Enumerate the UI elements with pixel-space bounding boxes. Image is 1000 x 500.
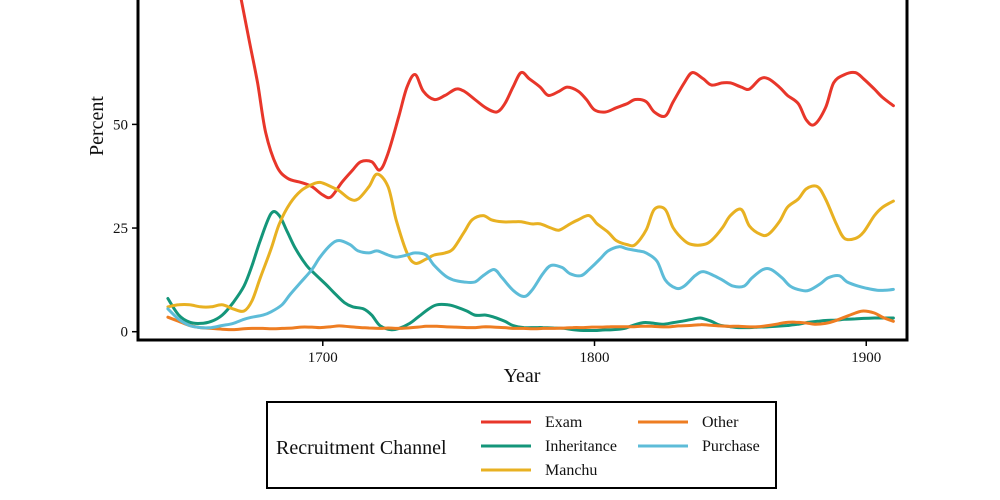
legend-label-other: Other (702, 414, 739, 431)
series-line-manchu (166, 172, 895, 313)
series-layer (166, 0, 895, 333)
legend: Recruitment Channel Exam Inheritance Manch… (266, 401, 777, 489)
x-tick-label: 1700 (308, 350, 338, 366)
legend-label-exam: Exam (545, 414, 583, 431)
series-line-other (166, 309, 895, 332)
plot-frame (136, 0, 909, 342)
ticks-layer: 1700 1800 1900 0 25 50 (113, 117, 881, 366)
legend-label-purchase: Purchase (702, 438, 760, 455)
y-axis-title: Percent (86, 96, 108, 156)
legend-label-manchu: Manchu (545, 462, 597, 479)
legend-items: Exam Inheritance Manchu Other Purchase (481, 414, 760, 479)
legend-label-inheritance: Inheritance (545, 438, 617, 455)
x-tick-label: 1900 (851, 350, 881, 366)
series-line-exam (239, 0, 895, 200)
y-tick-label: 50 (113, 117, 128, 133)
x-tick-label: 1800 (580, 350, 610, 366)
series-line-purchase (166, 239, 895, 330)
x-axis-title: Year (504, 365, 541, 387)
y-tick-label: 25 (113, 221, 128, 237)
legend-title: Recruitment Channel (276, 437, 447, 459)
y-tick-label: 0 (121, 325, 129, 341)
